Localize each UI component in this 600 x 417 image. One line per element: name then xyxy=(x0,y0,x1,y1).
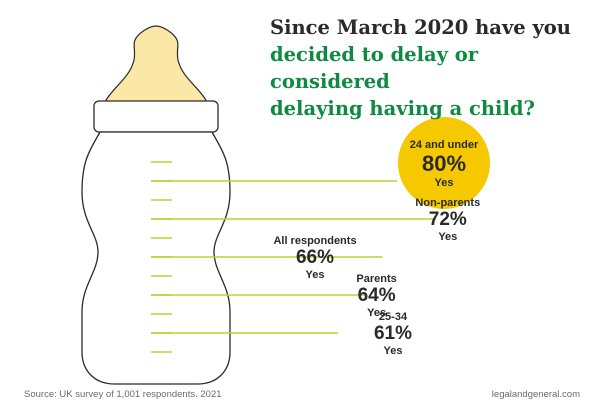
data-label: All respondents 66% Yes xyxy=(255,234,375,282)
category-label: Parents xyxy=(356,273,397,285)
source-note: Source: UK survey of 1,001 respondents. … xyxy=(24,389,222,400)
answer-label: Yes xyxy=(305,269,325,281)
answer-label: Yes xyxy=(438,231,458,243)
data-label: Non-parents 72% Yes xyxy=(388,196,508,244)
category-label: 24 and under xyxy=(409,139,479,151)
title-line-1: Since March 2020 have you xyxy=(270,16,571,39)
answer-label: Yes xyxy=(383,345,403,357)
answer-label: Yes xyxy=(367,307,387,319)
highlight-circle xyxy=(398,117,490,209)
data-label: Parents 64% Yes xyxy=(317,272,437,320)
title-line-3: delaying having a child? xyxy=(270,97,535,120)
value-label: 61% xyxy=(373,323,413,344)
brand-url: legalandgeneral.com xyxy=(491,389,580,400)
title-line-2: decided to delay or considered xyxy=(270,43,479,93)
category-label: 25-34 xyxy=(378,311,408,323)
data-label: 25-34 61% Yes xyxy=(333,310,453,358)
data-lines xyxy=(151,117,490,334)
value-label: 80% xyxy=(421,151,467,176)
bottle-body xyxy=(81,131,231,385)
bottle-collar xyxy=(93,100,219,133)
value-label: 64% xyxy=(357,285,396,306)
category-label: All respondents xyxy=(273,235,357,247)
bottle-teat-icon xyxy=(104,25,208,103)
answer-label: Yes xyxy=(434,177,454,189)
value-label: 72% xyxy=(428,209,467,230)
category-label: Non-parents xyxy=(415,197,481,209)
chart-title: Since March 2020 have you decided to del… xyxy=(270,14,590,122)
value-label: 66% xyxy=(295,247,335,268)
data-label: 24 and under 80% Yes xyxy=(384,138,504,190)
